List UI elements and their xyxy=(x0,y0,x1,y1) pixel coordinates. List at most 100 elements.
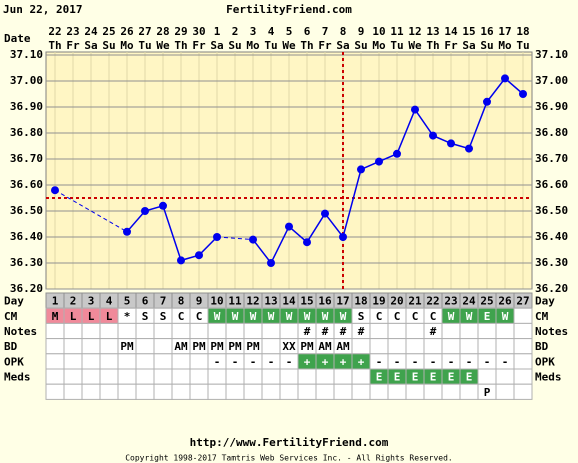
cell-text: W xyxy=(448,310,455,323)
cell-text: W xyxy=(502,310,509,323)
row-cell xyxy=(387,322,407,340)
row-cell xyxy=(153,322,173,340)
row-cell xyxy=(63,353,83,370)
row-cell xyxy=(153,353,173,370)
weekday-label: Tu xyxy=(138,39,151,52)
row-cell xyxy=(135,353,155,370)
date-label: 28 xyxy=(156,25,169,38)
row-cell xyxy=(171,353,191,370)
temp-point xyxy=(411,105,419,114)
date-label: 5 xyxy=(286,25,293,38)
weekday-label: We xyxy=(282,39,296,52)
cell-text: W xyxy=(250,310,257,323)
weekday-label: Tu xyxy=(264,39,277,52)
y-tick-label: 37.10 xyxy=(10,48,43,61)
row-cell xyxy=(459,338,479,355)
row-cell xyxy=(45,383,65,400)
day-label: 7 xyxy=(160,295,167,308)
site-title: FertilityFriend.com xyxy=(226,3,352,16)
row-cell xyxy=(405,322,425,340)
row-cell xyxy=(261,383,281,400)
date-label: 3 xyxy=(250,25,257,38)
row-cell xyxy=(333,368,353,385)
weekday-label: Mo xyxy=(498,39,512,52)
weekday-label: Mo xyxy=(246,39,260,52)
row-cell xyxy=(99,322,119,340)
row-cell xyxy=(81,353,101,370)
cell-text: E xyxy=(394,371,401,384)
row-cell xyxy=(207,368,227,385)
weekday-label: Th xyxy=(48,39,61,52)
day-label: 5 xyxy=(124,295,131,308)
cell-text: - xyxy=(214,355,221,368)
row-cell xyxy=(99,383,119,400)
cell-text: C xyxy=(196,310,203,323)
cell-text: C xyxy=(430,310,437,323)
cell-text: E xyxy=(430,371,437,384)
row-cell xyxy=(63,322,83,340)
row-cell xyxy=(135,368,155,385)
row-cell xyxy=(423,383,443,400)
cell-text: - xyxy=(466,355,473,368)
weekday-label: Tu xyxy=(516,39,529,52)
row-cell xyxy=(135,383,155,400)
day-label: 15 xyxy=(300,295,313,308)
row-cell xyxy=(495,383,515,400)
day-label: 14 xyxy=(282,295,296,308)
date-label: 15 xyxy=(462,25,475,38)
gap-line xyxy=(216,236,254,241)
cell-text: S xyxy=(142,310,149,323)
y-tick-label: 36.70 xyxy=(10,152,43,165)
row-label-right: Meds xyxy=(535,371,562,384)
cell-text: W xyxy=(268,310,275,323)
cell-text: PM xyxy=(300,340,314,353)
date-label: 2 xyxy=(232,25,239,38)
row-cell xyxy=(297,368,317,385)
date-label: 6 xyxy=(304,25,311,38)
temp-point xyxy=(213,233,221,241)
row-label-right: OPK xyxy=(535,355,555,368)
row-cell xyxy=(135,322,155,340)
row-cell xyxy=(81,322,101,340)
date-label: 30 xyxy=(192,25,205,38)
day-label: 23 xyxy=(444,295,457,308)
row-cell xyxy=(171,368,191,385)
row-cell xyxy=(81,383,101,400)
row-cell xyxy=(189,383,209,400)
temp-point xyxy=(393,149,401,158)
cell-text: - xyxy=(286,355,293,368)
y-tick-label-right: 36.70 xyxy=(535,152,568,165)
date-label: 9 xyxy=(358,25,365,38)
row-label: Meds xyxy=(4,371,31,384)
weekday-label: We xyxy=(408,39,422,52)
row-cell xyxy=(243,383,263,400)
x-label: Date xyxy=(4,32,31,45)
date-label: 12 xyxy=(408,25,421,38)
row-label: OPK xyxy=(4,355,24,368)
row-cell xyxy=(153,368,173,385)
day-label: 22 xyxy=(426,295,439,308)
row-cell xyxy=(243,322,263,340)
temp-point xyxy=(429,131,437,140)
row-cell xyxy=(45,353,65,370)
chart-date: Jun 22, 2017 xyxy=(3,3,82,16)
y-tick-label: 36.60 xyxy=(10,178,43,191)
cell-text: + xyxy=(322,355,329,368)
day-label: 8 xyxy=(178,295,185,308)
weekday-label: Th xyxy=(300,39,313,52)
cell-text: E xyxy=(448,371,455,384)
row-cell xyxy=(477,368,497,385)
y-tick-label-right: 37.10 xyxy=(535,48,568,61)
date-label: 22 xyxy=(48,25,61,38)
cell-text: E xyxy=(484,310,491,323)
row-cell xyxy=(513,383,533,400)
date-label: 1 xyxy=(214,25,221,38)
weekday-label: Sa xyxy=(84,39,97,52)
row-cell xyxy=(171,322,191,340)
row-cell xyxy=(279,383,299,400)
cell-text: PM xyxy=(246,340,260,353)
day-row-label: Day xyxy=(4,295,24,308)
cell-text: M xyxy=(52,310,59,323)
